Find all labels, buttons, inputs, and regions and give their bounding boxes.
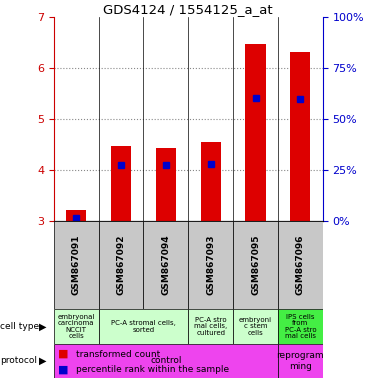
Bar (188, 221, 233, 309)
Text: GSM867096: GSM867096 (296, 235, 305, 295)
Text: GSM867094: GSM867094 (161, 235, 170, 295)
Bar (99, 221, 144, 309)
Text: control: control (150, 356, 182, 366)
Text: transformed count: transformed count (76, 349, 160, 359)
Bar (278, 309, 323, 344)
Bar (156, 148, 176, 221)
Bar (54, 221, 99, 309)
Text: cell type: cell type (0, 322, 39, 331)
Bar (111, 146, 131, 221)
Text: embryonal
carcinoma
NCCIT
cells: embryonal carcinoma NCCIT cells (58, 314, 95, 339)
Text: PC-A stromal cells,
sorted: PC-A stromal cells, sorted (111, 320, 176, 333)
Text: IPS cells
from
PC-A stro
mal cells: IPS cells from PC-A stro mal cells (285, 314, 316, 339)
Bar (188, 309, 233, 344)
Text: GSM867095: GSM867095 (251, 235, 260, 295)
Bar (54, 344, 278, 378)
Text: protocol: protocol (0, 356, 37, 366)
Bar (66, 210, 86, 221)
Text: percentile rank within the sample: percentile rank within the sample (76, 365, 229, 374)
Text: reprogram
ming: reprogram ming (276, 351, 324, 371)
Text: ■: ■ (58, 349, 68, 359)
Text: ■: ■ (58, 364, 68, 374)
Text: ▶: ▶ (39, 321, 46, 331)
Title: GDS4124 / 1554125_a_at: GDS4124 / 1554125_a_at (104, 3, 273, 16)
Text: GSM867093: GSM867093 (206, 235, 215, 295)
Bar (144, 221, 188, 309)
Bar (54, 309, 99, 344)
Bar (278, 344, 323, 378)
Text: PC-A stro
mal cells,
cultured: PC-A stro mal cells, cultured (194, 317, 227, 336)
Bar (201, 142, 221, 221)
Bar (233, 221, 278, 309)
Text: GSM867092: GSM867092 (116, 235, 125, 295)
Bar (99, 309, 188, 344)
Text: GSM867091: GSM867091 (72, 235, 81, 295)
Bar (246, 44, 266, 221)
Bar (278, 221, 323, 309)
Bar (290, 52, 311, 221)
Text: ▶: ▶ (39, 356, 46, 366)
Text: embryoni
c stem
cells: embryoni c stem cells (239, 317, 272, 336)
Bar (233, 309, 278, 344)
